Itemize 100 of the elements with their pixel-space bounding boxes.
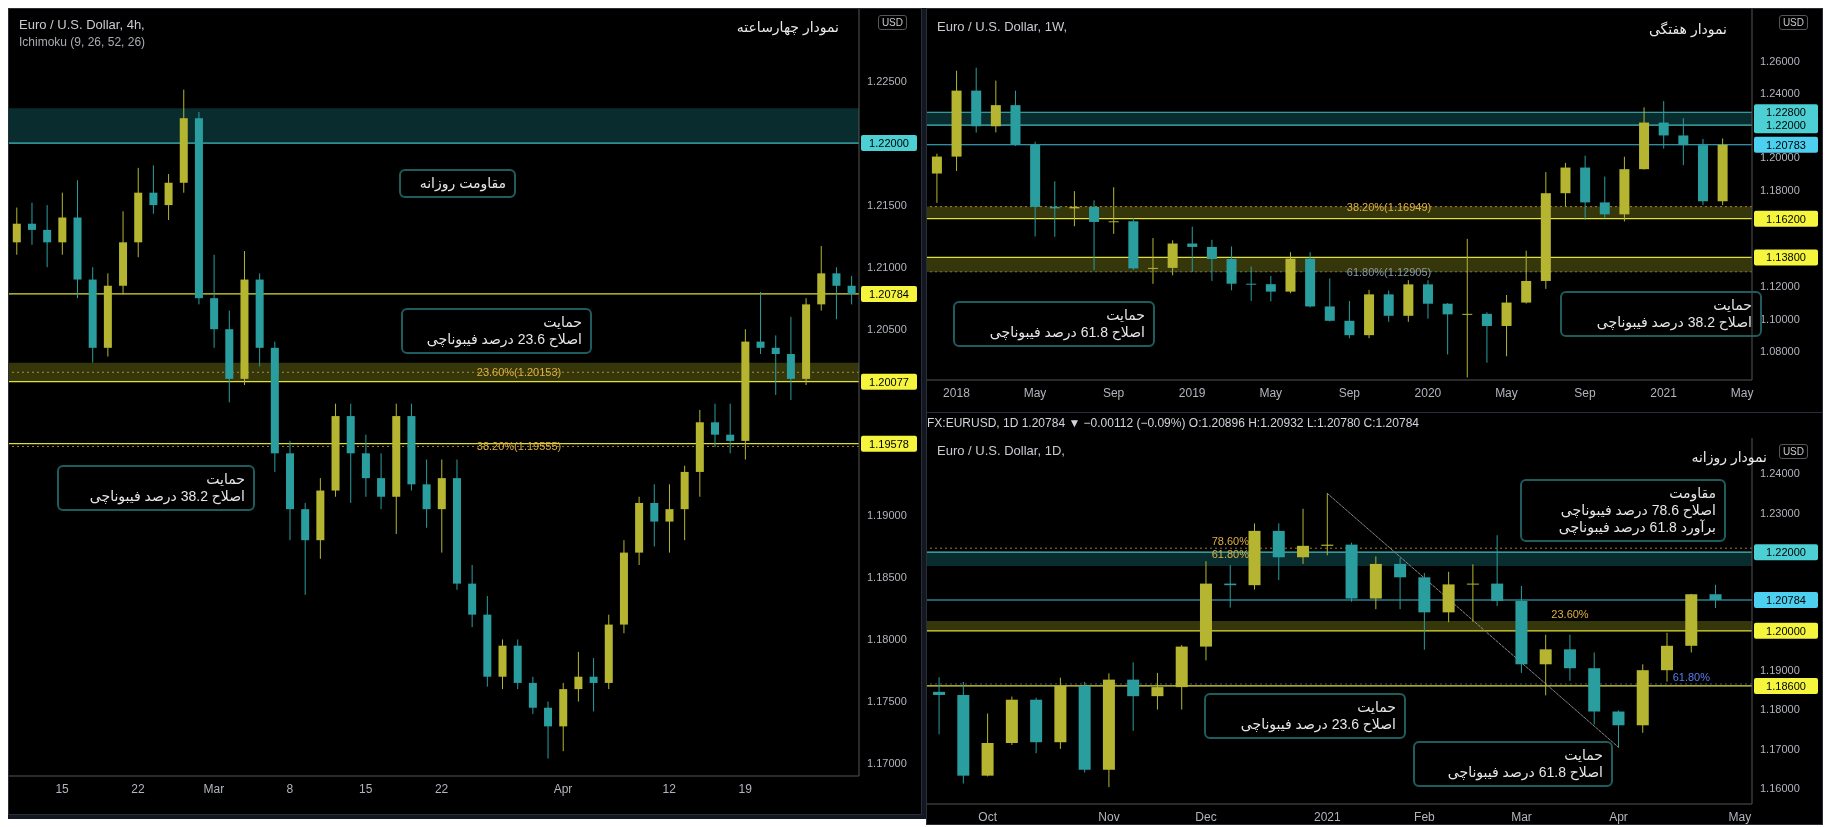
y-tick-label: 1.18000 — [867, 633, 907, 646]
ref-line-label: 1.22000 — [869, 137, 909, 150]
candlestick — [1324, 277, 1335, 322]
x-tick-label: Mar — [203, 781, 225, 796]
candlestick — [1108, 186, 1119, 235]
x-tick-label: May — [1023, 385, 1047, 400]
x-tick-label: 2019 — [1178, 385, 1206, 400]
candlestick — [933, 676, 946, 735]
candlestick — [1466, 563, 1479, 623]
callout: حمایت اصلاح 23.6 درصد فیبوناچی — [401, 308, 592, 354]
annotation: حمایت اصلاح 61.8 درصد فیبوناچی — [1446, 747, 1603, 781]
y-tick-label: 1.17500 — [867, 695, 907, 708]
candlestick — [665, 483, 674, 554]
candlestick — [1422, 279, 1433, 320]
candlestick — [1678, 117, 1689, 166]
x-tick-label: 22 — [434, 781, 449, 796]
candlestick — [1394, 557, 1407, 610]
candlestick — [1491, 534, 1504, 607]
x-tick-label: Mar — [1511, 809, 1532, 824]
annotation: حمایت اصلاح 23.6 درصد فیبوناچی — [425, 314, 582, 348]
candlestick — [1147, 237, 1158, 285]
candlestick — [711, 403, 720, 448]
y-tick-label: 1.08000 — [1760, 344, 1800, 357]
x-tick-label: Feb — [1414, 809, 1436, 824]
x-tick-label: 19 — [738, 781, 753, 796]
ref-line-label: 1.19578 — [869, 437, 909, 450]
y-tick-label: 1.23000 — [1760, 506, 1800, 519]
x-tick-label: 12 — [662, 781, 677, 796]
x-tick-label: May — [1728, 809, 1752, 824]
y-tick-label: 1.18000 — [1760, 183, 1800, 196]
callout: حمایت اصلاح 38.2 درصد فیبوناچی — [57, 465, 255, 511]
candlestick — [1709, 584, 1722, 609]
candlestick — [1442, 302, 1453, 356]
annotation: 61.80% — [1211, 547, 1250, 560]
x-tick-label: 22 — [131, 781, 146, 796]
annotation: 61.80% — [1672, 670, 1711, 683]
candlestick — [726, 403, 735, 454]
y-tick-label: 1.21000 — [867, 261, 907, 274]
candlestick — [1563, 634, 1576, 682]
ref-line-label: 1.22800 — [1766, 106, 1806, 119]
x-tick-label: 2020 — [1414, 385, 1442, 400]
y-tick-label: 1.17000 — [1760, 742, 1800, 755]
annotation: 78.60% — [1211, 535, 1250, 548]
chart-title: Euro / U.S. Dollar, 1D, — [937, 443, 1065, 458]
y-tick-label: 1.18000 — [1760, 703, 1800, 716]
x-tick-label: 2021 — [1650, 385, 1678, 400]
candlestick — [27, 202, 36, 246]
ref-line-label: 1.16200 — [1766, 212, 1806, 225]
candlestick — [1246, 265, 1257, 302]
annotation: حمایت اصلاح 61.8 درصد فیبوناچی — [988, 307, 1145, 341]
candlestick — [574, 651, 583, 703]
x-tick-label: May — [1730, 385, 1754, 400]
annotation: حمایت اصلاح 38.2 درصد فیبوناچی — [1595, 297, 1752, 331]
y-axis-title: USD — [877, 15, 907, 30]
y-axis-title: USD — [1778, 444, 1808, 459]
y-axis-title: USD — [1778, 15, 1808, 30]
candlestick — [1151, 672, 1164, 711]
ref-line-label: 23.60%(1.20153) — [476, 366, 562, 379]
annotation: نمودار چهارساعته — [735, 19, 839, 36]
y-tick-label: 1.24000 — [1760, 86, 1800, 99]
x-tick-label: 15 — [359, 781, 373, 796]
annotation: مقاومت اصلاح 78.6 درصد فیبوناچی برآورد 61.8 درصد فیبوناچی — [1557, 485, 1716, 536]
candlestick — [1089, 199, 1100, 271]
candlestick — [1501, 294, 1512, 357]
ref-line-label: 1.20783 — [1766, 138, 1806, 151]
ref-line-label: 1.22000 — [1766, 546, 1806, 559]
y-tick-label: 1.24000 — [1760, 467, 1800, 480]
ref-line-label: 1.18600 — [1766, 679, 1806, 692]
candlestick — [544, 701, 553, 760]
candlestick — [1462, 238, 1473, 378]
x-tick-label: Oct — [978, 809, 998, 824]
candlestick — [1127, 661, 1140, 732]
x-tick-label: May — [1259, 385, 1283, 400]
candlestick — [756, 291, 765, 355]
annotation: نمودار هفتگی — [1647, 21, 1727, 38]
ref-line-label: 1.22000 — [1766, 119, 1806, 132]
callout: مقاومت اصلاح 78.6 درصد فیبوناچی برآورد 61.8 درصد فیبوناچی — [1520, 479, 1726, 542]
candlestick — [1539, 634, 1552, 696]
y-tick-label: 1.20500 — [867, 323, 907, 336]
candlestick — [1481, 311, 1492, 364]
x-tick-label: 15 — [55, 781, 70, 796]
candlestick — [1206, 239, 1217, 282]
y-tick-label: 1.21500 — [867, 199, 907, 211]
y-tick-label: 1.18500 — [867, 571, 907, 584]
y-tick-label: 1.22500 — [867, 74, 907, 87]
candlestick — [1612, 709, 1625, 748]
callout: مقاومت روزانه — [399, 169, 516, 198]
x-tick-label: 2021 — [1314, 809, 1342, 824]
candlestick — [377, 452, 386, 510]
candlestick — [1265, 275, 1276, 302]
y-tick-label: 1.20000 — [1760, 151, 1800, 164]
x-tick-label: 2018 — [943, 385, 971, 400]
x-tick-label: Apr — [1609, 809, 1628, 824]
candlestick — [990, 80, 1001, 133]
candlestick — [1344, 300, 1355, 339]
ref-line-label: 38.20%(1.19555) — [476, 440, 562, 453]
x-tick-label: May — [1495, 385, 1518, 400]
ref-line-label: 38.20%(1.16949) — [1346, 200, 1432, 213]
annotation: 23.60% — [1551, 608, 1589, 620]
candlestick — [931, 153, 942, 204]
